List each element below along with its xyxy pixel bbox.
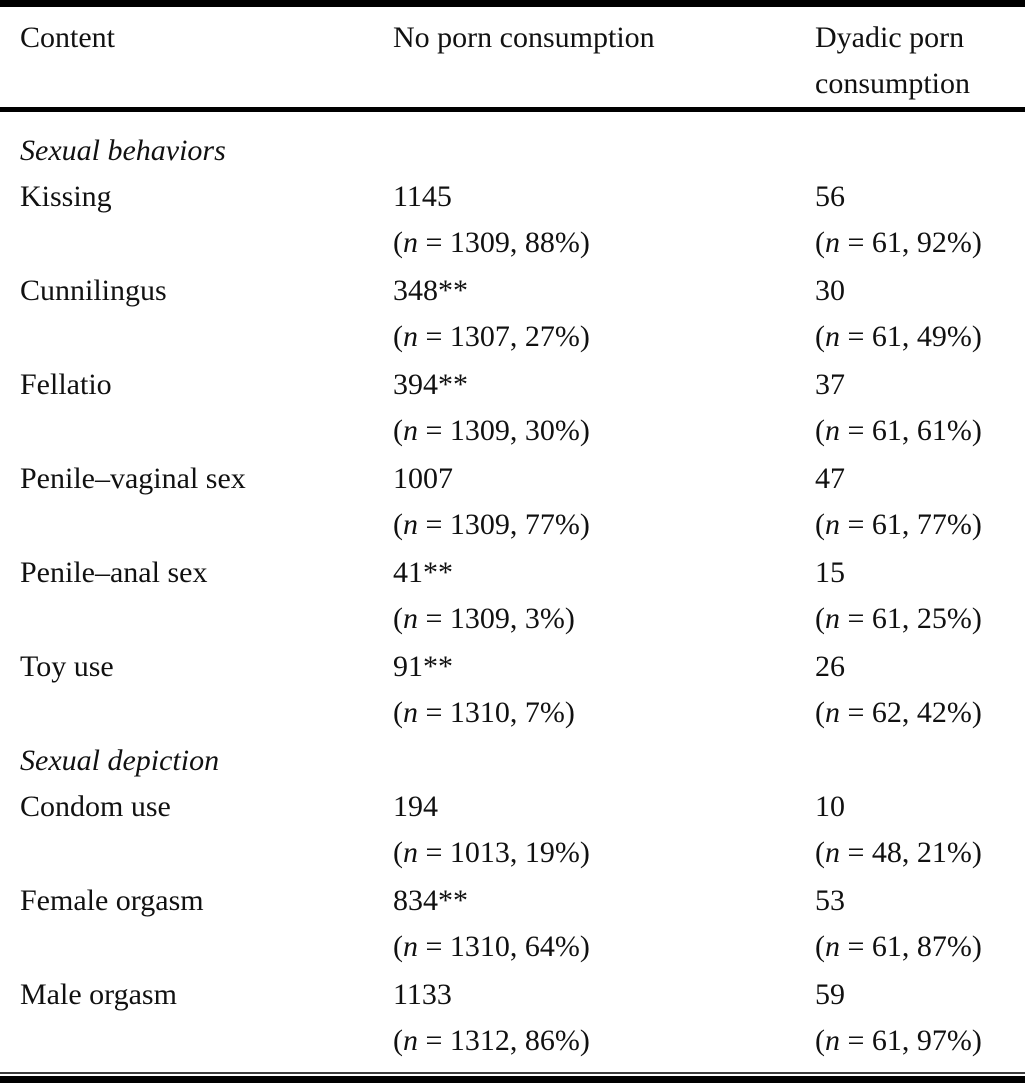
cell-no-porn: 1145 (n = 1309, 88%) [393,174,815,266]
cell-no-porn: 1007 (n = 1309, 77%) [393,456,815,548]
table-row: Penile–vaginal sex 1007 (n = 1309, 77%) … [20,456,1005,548]
cell-dyadic-porn: 53 (n = 61, 87%) [815,878,1005,970]
cell-no-porn: 41** (n = 1309, 3%) [393,550,815,642]
sample-detail: (n = 48, 21%) [815,836,982,869]
count-value: 834** [393,884,468,917]
cell-content-label: Cunnilingus [20,274,167,307]
cell-no-porn: 394** (n = 1309, 30%) [393,362,815,454]
sample-detail: (n = 1310, 7%) [393,696,575,729]
sample-detail: (n = 1309, 77%) [393,508,590,541]
section-row: Sexual depiction [20,738,1005,784]
cell-no-porn: 194 (n = 1013, 19%) [393,784,815,876]
column-header-no-porn: No porn consumption [393,21,655,54]
cell-dyadic-porn: 26 (n = 62, 42%) [815,644,1005,736]
table-header-row: Content No porn consumption Dyadic porn … [0,7,1025,107]
table-row: Toy use 91** (n = 1310, 7%) 26 (n = 62, … [20,644,1005,736]
table-bottom-thin-rule [0,1072,1025,1074]
table-row: Cunnilingus 348** (n = 1307, 27%) 30 (n … [20,268,1005,360]
cell-dyadic-porn: 30 (n = 61, 49%) [815,268,1005,360]
sample-detail: (n = 61, 92%) [815,226,982,259]
sample-detail: (n = 1310, 64%) [393,930,590,963]
table-row: Male orgasm 1133 (n = 1312, 86%) 59 (n =… [20,972,1005,1064]
count-value: 1007 [393,462,453,495]
table-header-rule [0,107,1025,112]
sample-detail: (n = 62, 42%) [815,696,982,729]
count-value: 194 [393,790,438,823]
cell-content-label: Male orgasm [20,978,177,1011]
count-value: 1145 [393,180,452,213]
cell-dyadic-porn: 15 (n = 61, 25%) [815,550,1005,642]
count-value: 53 [815,884,845,917]
table-body: Sexual behaviors Kissing 1145 (n = 1309,… [0,112,1025,1064]
sample-detail: (n = 61, 25%) [815,602,982,635]
column-header-dyadic-porn: Dyadic porn consumption [815,21,970,100]
cell-content-label: Penile–anal sex [20,556,208,589]
cell-no-porn: 1133 (n = 1312, 86%) [393,972,815,1064]
count-value: 56 [815,180,845,213]
cell-content-label: Kissing [20,180,112,213]
cell-dyadic-porn: 47 (n = 61, 77%) [815,456,1005,548]
sample-detail: (n = 1307, 27%) [393,320,590,353]
cell-content-label: Female orgasm [20,884,204,917]
cell-content-label: Toy use [20,650,114,683]
count-value: 37 [815,368,845,401]
count-value: 47 [815,462,845,495]
sample-detail: (n = 61, 97%) [815,1024,982,1057]
count-value: 59 [815,978,845,1011]
cell-content-label: Penile–vaginal sex [20,462,246,495]
cell-content-label: Condom use [20,790,171,823]
table-row: Female orgasm 834** (n = 1310, 64%) 53 (… [20,878,1005,970]
count-value: 26 [815,650,845,683]
count-value: 15 [815,556,845,589]
table-top-rule [0,0,1025,7]
cell-content-label: Fellatio [20,368,112,401]
sample-detail: (n = 61, 87%) [815,930,982,963]
section-label: Sexual depiction [20,744,220,777]
table-row: Condom use 194 (n = 1013, 19%) 10 (n = 4… [20,784,1005,876]
cell-dyadic-porn: 56 (n = 61, 92%) [815,174,1005,266]
cell-dyadic-porn: 37 (n = 61, 61%) [815,362,1005,454]
cell-dyadic-porn: 10 (n = 48, 21%) [815,784,1005,876]
cell-dyadic-porn: 59 (n = 61, 97%) [815,972,1005,1064]
sample-detail: (n = 1312, 86%) [393,1024,590,1057]
count-value: 91** [393,650,453,683]
count-value: 10 [815,790,845,823]
table-row: Penile–anal sex 41** (n = 1309, 3%) 15 (… [20,550,1005,642]
sample-detail: (n = 61, 61%) [815,414,982,447]
cell-no-porn: 91** (n = 1310, 7%) [393,644,815,736]
count-value: 348** [393,274,468,307]
count-value: 1133 [393,978,452,1011]
sample-detail: (n = 1309, 30%) [393,414,590,447]
table-row: Fellatio 394** (n = 1309, 30%) 37 (n = 6… [20,362,1005,454]
sample-detail: (n = 1013, 19%) [393,836,590,869]
section-label: Sexual behaviors [20,134,226,167]
sample-detail: (n = 1309, 88%) [393,226,590,259]
sample-detail: (n = 61, 77%) [815,508,982,541]
sample-detail: (n = 61, 49%) [815,320,982,353]
section-row: Sexual behaviors [20,128,1005,174]
table-row: Kissing 1145 (n = 1309, 88%) 56 (n = 61,… [20,174,1005,266]
count-value: 41** [393,556,453,589]
column-header-content: Content [20,21,115,54]
sample-detail: (n = 1309, 3%) [393,602,575,635]
cell-no-porn: 834** (n = 1310, 64%) [393,878,815,970]
table-bottom-thick-rule [0,1076,1025,1083]
cell-no-porn: 348** (n = 1307, 27%) [393,268,815,360]
count-value: 394** [393,368,468,401]
count-value: 30 [815,274,845,307]
